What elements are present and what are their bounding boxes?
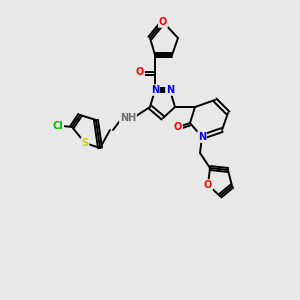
Text: Cl: Cl xyxy=(52,121,63,131)
Text: O: O xyxy=(174,122,182,132)
Text: O: O xyxy=(159,17,167,27)
Text: O: O xyxy=(204,180,212,190)
Text: S: S xyxy=(81,138,88,148)
Text: N: N xyxy=(166,85,174,95)
Text: O: O xyxy=(136,67,144,77)
Text: N: N xyxy=(151,85,159,95)
Text: N: N xyxy=(198,132,206,142)
Text: NH: NH xyxy=(120,113,136,123)
